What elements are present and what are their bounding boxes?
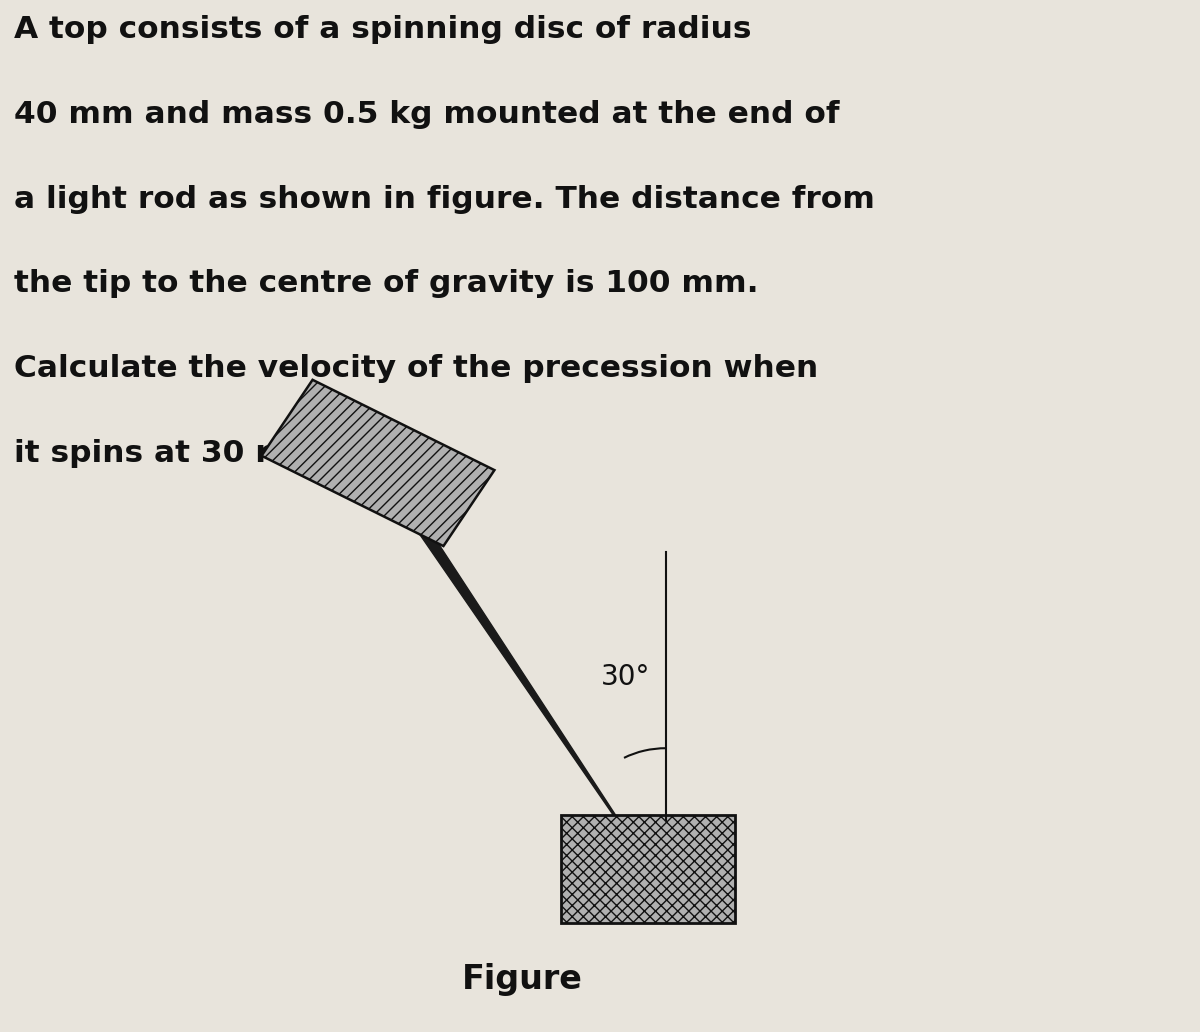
- Text: 40 mm and mass 0.5 kg mounted at the end of: 40 mm and mass 0.5 kg mounted at the end…: [14, 100, 840, 129]
- Text: A top consists of a spinning disc of radius: A top consists of a spinning disc of rad…: [14, 15, 752, 44]
- Text: a light rod as shown in figure. The distance from: a light rod as shown in figure. The dist…: [14, 185, 875, 214]
- Polygon shape: [366, 457, 619, 821]
- Text: Calculate the velocity of the precession when: Calculate the velocity of the precession…: [14, 354, 818, 383]
- Text: the tip to the centre of gravity is 100 mm.: the tip to the centre of gravity is 100 …: [14, 269, 760, 298]
- Polygon shape: [262, 380, 494, 546]
- Text: Figure: Figure: [462, 963, 582, 996]
- Bar: [562, 815, 734, 924]
- Text: it spins at 30 rev/min.: it spins at 30 rev/min.: [14, 439, 402, 467]
- Text: 30°: 30°: [601, 663, 650, 690]
